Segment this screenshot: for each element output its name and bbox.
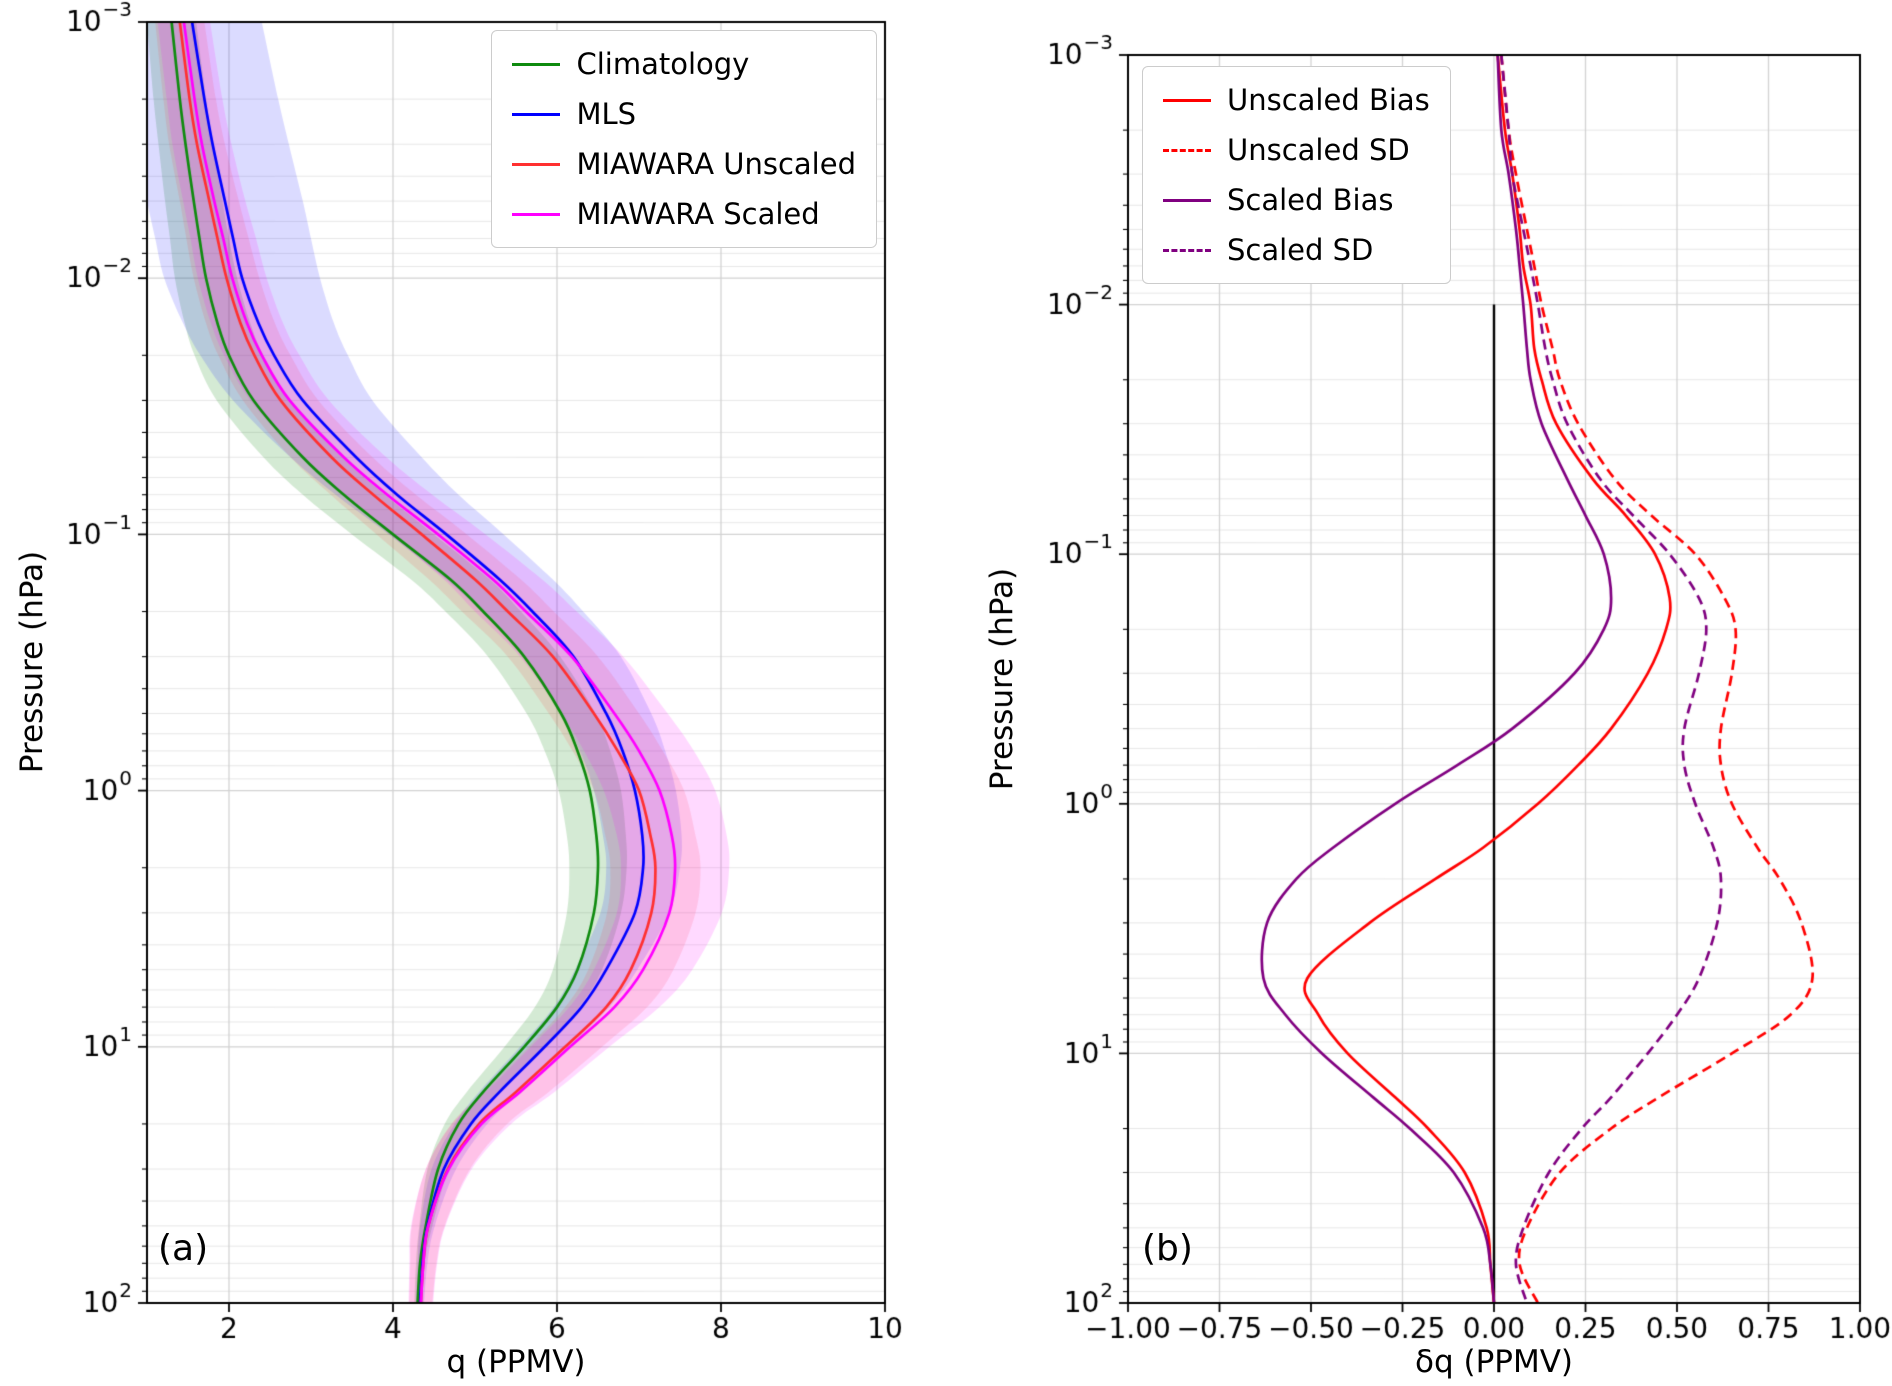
legend-item: Climatology — [512, 47, 856, 81]
legend-line-sample — [512, 112, 561, 116]
legend-item-label: MIAWARA Unscaled — [576, 147, 856, 181]
legend-item-label: Unscaled SD — [1227, 133, 1410, 167]
legend-item-label: MIAWARA Scaled — [576, 197, 820, 231]
legend-line-sample — [1163, 198, 1211, 202]
legend-item: MLS — [512, 97, 856, 131]
legend-line-sample — [512, 162, 561, 166]
legend-line-sample — [1163, 98, 1211, 102]
legend-item: Scaled SD — [1163, 233, 1430, 267]
legend-item: Unscaled SD — [1163, 133, 1430, 167]
legend-item: Unscaled Bias — [1163, 83, 1430, 117]
panel-a-legend: Climatology MLS MIAWARA Unscaled MIAWARA Sc… — [491, 30, 877, 248]
legend-line-sample — [1163, 248, 1211, 252]
legend-item: Scaled Bias — [1163, 183, 1430, 217]
legend-line-sample — [1163, 148, 1211, 152]
panel-a-xlabel: q (PPMV) — [446, 1344, 586, 1380]
legend-item-label: Unscaled Bias — [1227, 83, 1430, 117]
panel-b-xlabel: δq (PPMV) — [1414, 1344, 1574, 1380]
panel-a-ylabel: Pressure (hPa) — [14, 550, 50, 774]
panel-b-legend: Unscaled Bias Unscaled SD Scaled Bias Scale… — [1142, 66, 1451, 284]
legend-item-label: MLS — [576, 97, 637, 131]
panel-b-ylabel: Pressure (hPa) — [984, 567, 1020, 791]
legend-item: MIAWARA Unscaled — [512, 147, 856, 181]
legend-item: MIAWARA Scaled — [512, 197, 856, 231]
legend-item-label: Climatology — [576, 47, 750, 81]
panel-a-letter: (a) — [158, 1228, 209, 1269]
legend-line-sample — [512, 62, 561, 66]
legend-item-label: Scaled SD — [1227, 233, 1374, 267]
legend-line-sample — [512, 212, 561, 216]
panel-b-letter: (b) — [1142, 1228, 1193, 1269]
legend-item-label: Scaled Bias — [1227, 183, 1394, 217]
